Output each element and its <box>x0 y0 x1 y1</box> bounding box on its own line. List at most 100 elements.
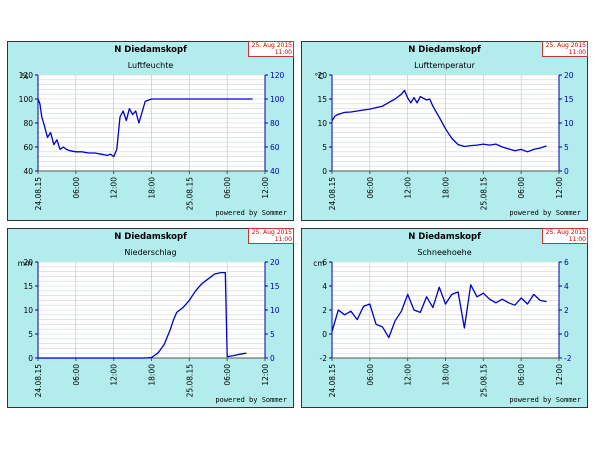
timestamp-time: 11:00 <box>568 236 586 243</box>
data-point <box>382 326 383 328</box>
data-point <box>369 108 371 110</box>
data-point <box>438 286 440 288</box>
data-point <box>464 146 465 147</box>
data-point <box>245 352 247 354</box>
precipitation-panel: 0 0 5 5 10 10 15 15 20 20 mm 24.08.15 06:00 12:00 18:0… <box>7 228 294 408</box>
x-tick-label: 12:00 <box>110 177 119 199</box>
y-tick-label: 10 <box>317 119 327 128</box>
y-tick-label: 20 <box>23 258 33 267</box>
data-point <box>539 147 541 149</box>
data-point <box>419 96 421 97</box>
snow-depth-panel: -2 -2 0 0 2 2 4 4 6 6 cm 24.08.15 06:00 12:00 18:00 25.… <box>301 228 588 408</box>
timestamp-badge: 25. Aug 2015 11:00 <box>542 41 588 57</box>
x-tick-label: 18:00 <box>442 177 451 199</box>
data-point <box>520 149 522 150</box>
y-tick-label-right: 0 <box>564 167 569 176</box>
station-title: N Diedamskopf <box>408 232 481 242</box>
chart-title: Luftfeuchte <box>127 61 174 70</box>
data-point <box>138 122 140 124</box>
data-point <box>337 309 339 311</box>
powered-by-label: powered by Sommer <box>509 396 581 404</box>
data-point <box>464 327 465 329</box>
data-point <box>125 120 127 121</box>
timestamp-time: 11:00 <box>568 49 586 56</box>
x-tick-label: 25.08.15 <box>479 177 488 211</box>
y-tick-label: 100 <box>19 95 34 104</box>
data-point <box>375 107 377 109</box>
y-tick-label-right: 5 <box>564 143 569 152</box>
y-tick-label-right: 20 <box>564 71 574 80</box>
timestamp-date: 25. Aug 2015 <box>251 229 292 236</box>
data-point <box>119 116 121 118</box>
y-tick-label: 0 <box>322 330 327 339</box>
y-tick-label: 120 <box>19 71 34 80</box>
y-tick-label-right: 10 <box>270 306 280 315</box>
x-tick-label: 12:00 <box>261 364 270 386</box>
data-point <box>157 352 159 354</box>
data-point <box>545 145 547 147</box>
data-point <box>39 103 41 105</box>
x-tick-label: 06:00 <box>72 364 81 386</box>
x-tick-label: 24.08.15 <box>34 177 43 211</box>
data-point <box>173 319 174 320</box>
data-point <box>476 144 478 146</box>
x-tick-label: 12:00 <box>110 364 119 386</box>
y-tick-label: -2 <box>320 354 328 363</box>
x-tick-label: 18:00 <box>442 364 451 386</box>
data-point <box>195 290 197 292</box>
data-point <box>110 153 111 155</box>
data-point <box>100 153 102 155</box>
data-point <box>337 113 339 115</box>
data-point <box>527 151 528 153</box>
station-title: N Diedamskopf <box>114 232 187 242</box>
data-point <box>501 298 503 300</box>
data-point <box>482 143 484 145</box>
data-point <box>62 146 64 148</box>
data-point <box>495 143 497 145</box>
data-point <box>400 310 402 312</box>
data-point <box>176 98 178 100</box>
data-point <box>163 98 165 100</box>
data-point <box>410 102 412 104</box>
data-point <box>400 93 402 95</box>
data-point <box>129 108 130 109</box>
data-point <box>151 357 152 358</box>
data-point <box>413 309 415 311</box>
data-point <box>135 110 137 112</box>
data-point <box>404 89 405 91</box>
data-point <box>75 151 77 153</box>
x-tick-label: 18:00 <box>148 177 157 199</box>
data-point <box>508 148 509 150</box>
data-point <box>144 101 146 102</box>
y-tick-label-right: 15 <box>270 282 280 291</box>
x-tick-label: 24.08.15 <box>328 364 337 398</box>
x-tick-label: 25.08.15 <box>185 364 194 398</box>
y-tick-label: 0 <box>28 354 33 363</box>
data-point <box>382 105 383 107</box>
timestamp-date: 25. Aug 2015 <box>545 42 586 49</box>
data-point <box>233 355 234 356</box>
y-tick-label-right: 80 <box>270 119 280 128</box>
y-tick-label-right: 4 <box>564 282 569 291</box>
data-point <box>214 98 215 100</box>
x-tick-label: 18:00 <box>148 364 157 386</box>
data-point <box>457 291 459 293</box>
timestamp-date: 25. Aug 2015 <box>545 229 586 236</box>
chart-title: Schneehoehe <box>417 248 472 257</box>
humidity-chart: 40 40 60 60 80 80 100 100 120 120% 24.08.15 06:00 12… <box>19 71 285 211</box>
data-point <box>514 150 516 152</box>
timestamp-time: 11:00 <box>274 49 292 56</box>
powered-by-label: powered by Sommer <box>215 209 287 217</box>
data-point <box>407 97 409 99</box>
data-point <box>41 116 43 118</box>
data-point <box>533 294 535 295</box>
timestamp-badge: 25. Aug 2015 11:00 <box>542 228 588 244</box>
x-tick-label: 06:00 <box>366 364 375 386</box>
y-tick-label: 15 <box>317 95 327 104</box>
data-point <box>157 98 159 100</box>
y-tick-label: 60 <box>23 143 33 152</box>
data-point <box>407 294 409 295</box>
y-tick-label: 6 <box>322 258 327 267</box>
data-point <box>356 110 358 112</box>
